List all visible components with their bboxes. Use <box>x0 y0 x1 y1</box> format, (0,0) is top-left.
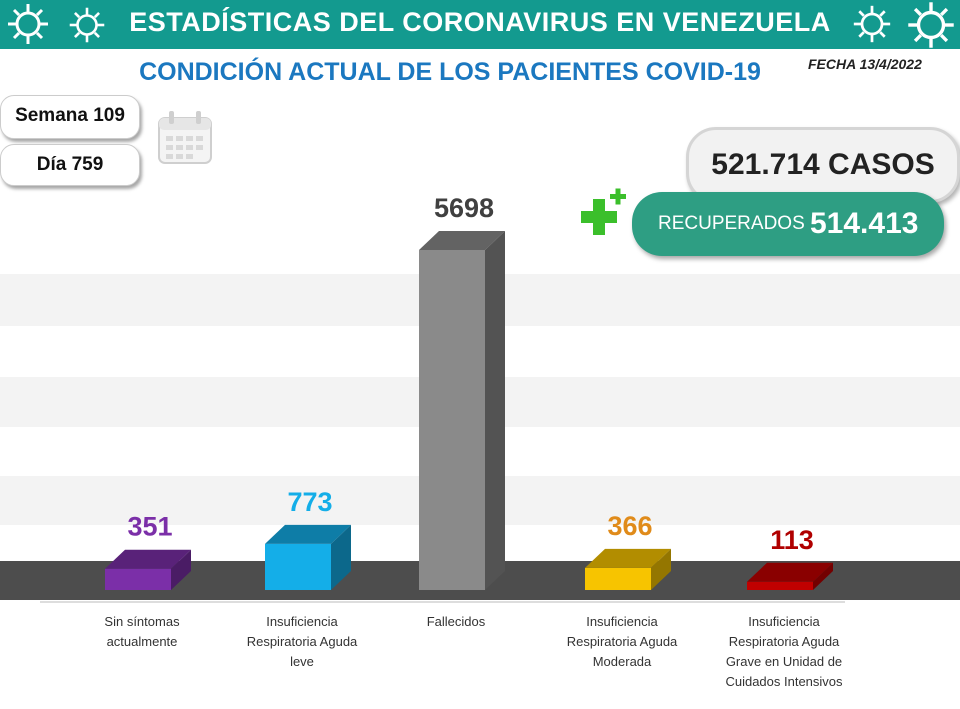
category-label: Respiratoria Aguda <box>247 634 358 649</box>
bar-side <box>485 231 505 590</box>
bar-top <box>419 231 505 250</box>
data-label: 366 <box>607 511 652 541</box>
data-label: 351 <box>127 512 172 542</box>
recovered-badge: RECUPERADOS 514.413 <box>632 192 944 256</box>
bar-top <box>265 524 351 544</box>
category-label: Fallecidos <box>427 614 486 629</box>
virus-icon <box>8 4 48 44</box>
virus-icon <box>853 5 891 43</box>
recovered-value: 514.413 <box>810 207 919 240</box>
bar <box>419 250 485 590</box>
header-banner: ESTADÍSTICAS DEL CORONAVIRUS EN VENEZUEL… <box>0 0 960 49</box>
bar-top <box>747 562 833 582</box>
bar <box>747 581 813 590</box>
category-label: Insuficiencia <box>266 614 338 629</box>
bar-top <box>585 548 671 568</box>
category-label: actualmente <box>107 634 178 649</box>
category-label: Respiratoria Aguda <box>567 634 678 649</box>
recovered-label: RECUPERADOS <box>658 213 805 234</box>
category-label: Cuidados Intensivos <box>725 674 843 689</box>
page-title: ESTADÍSTICAS DEL CORONAVIRUS EN VENEZUEL… <box>129 7 831 37</box>
report-date: FECHA 13/4/2022 <box>808 56 922 72</box>
bar-side <box>651 548 671 590</box>
data-label: 5698 <box>434 193 494 223</box>
chart-subtitle: CONDICIÓN ACTUAL DE LOS PACIENTES COVID-… <box>139 58 761 86</box>
bar <box>105 568 171 590</box>
bar-side <box>331 524 351 590</box>
plus-icon <box>581 188 626 235</box>
virus-icon <box>69 7 105 43</box>
category-label: Moderada <box>593 654 652 669</box>
day-badge: Día 759 <box>0 144 140 186</box>
bar-side <box>813 562 833 590</box>
bar <box>265 543 331 590</box>
category-label: Respiratoria Aguda <box>729 634 840 649</box>
category-label: Insuficiencia <box>748 614 820 629</box>
category-label: Insuficiencia <box>586 614 658 629</box>
category-label: Sin síntomas <box>104 614 180 629</box>
bar <box>585 567 651 590</box>
bar-top <box>105 549 191 569</box>
bar-side <box>171 549 191 590</box>
calendar-icon <box>158 111 212 164</box>
data-label: 113 <box>770 525 814 555</box>
category-label: leve <box>290 654 314 669</box>
data-label: 773 <box>287 487 332 517</box>
category-label: Grave en Unidad de <box>726 654 842 669</box>
virus-icon <box>908 2 954 48</box>
total-cases: 521.714 CASOS <box>686 127 960 203</box>
week-badge: Semana 109 <box>0 95 140 139</box>
